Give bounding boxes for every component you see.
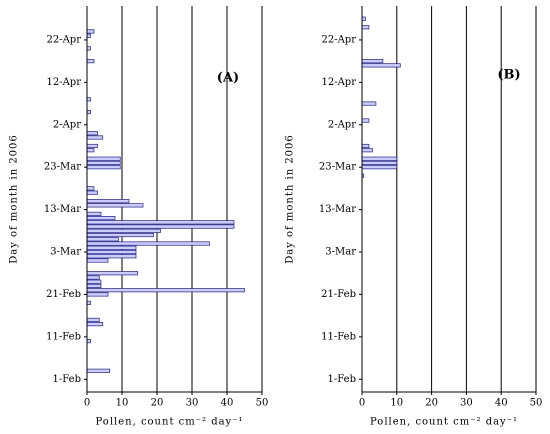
bar xyxy=(86,275,100,280)
y-tick-label: 3-Mar xyxy=(50,247,81,258)
bar xyxy=(86,160,121,165)
x-tick-label: 40 xyxy=(495,398,508,409)
bar xyxy=(86,233,154,238)
y-tick-label: 1-Feb xyxy=(53,374,81,385)
y-tick-label: 3-Mar xyxy=(325,247,356,258)
bar xyxy=(361,160,398,165)
bar xyxy=(361,59,384,64)
bar xyxy=(86,317,100,322)
bar xyxy=(86,203,144,208)
bar xyxy=(86,220,235,225)
bar xyxy=(361,143,370,149)
bar xyxy=(86,249,137,255)
y-tick-label: 11-Feb xyxy=(46,331,81,342)
bar xyxy=(86,288,245,293)
x-tick-label: 50 xyxy=(256,398,269,409)
bar xyxy=(86,224,235,229)
y-axis-label: Day of month in 2006 xyxy=(9,134,20,264)
y-tick-label: 2-Apr xyxy=(328,119,356,130)
bar xyxy=(361,63,401,68)
y-tick-label: 23-Mar xyxy=(44,162,81,173)
x-tick-label: 30 xyxy=(186,398,199,409)
x-tick-label: 30 xyxy=(460,398,473,409)
bar xyxy=(86,148,95,153)
bar xyxy=(86,245,137,250)
bar xyxy=(86,322,104,327)
bar xyxy=(86,228,161,233)
x-tick-label: 10 xyxy=(390,398,403,409)
bar xyxy=(86,300,91,305)
bar xyxy=(361,101,377,106)
x-tick-label: 0 xyxy=(359,398,365,409)
y-tick-label: 2-Apr xyxy=(53,119,81,130)
bar xyxy=(86,29,95,34)
y-axis-label: Day of month in 2006 xyxy=(285,134,296,264)
bar xyxy=(86,241,210,246)
x-tick-label: 20 xyxy=(151,398,164,409)
bar xyxy=(86,46,91,51)
y-tick-label: 23-Mar xyxy=(319,162,356,173)
y-tick-label: 13-Mar xyxy=(319,204,356,215)
bar xyxy=(86,271,139,276)
bar xyxy=(86,186,95,191)
bar xyxy=(361,16,366,21)
x-tick-label: 10 xyxy=(116,398,129,409)
bar xyxy=(361,156,398,161)
bar xyxy=(86,283,102,289)
bar xyxy=(361,148,373,153)
bar xyxy=(86,254,137,259)
bar xyxy=(86,211,102,216)
bar xyxy=(86,258,109,263)
bar xyxy=(86,97,91,102)
bar xyxy=(86,156,121,161)
bar xyxy=(86,135,104,140)
x-tick-label: 0 xyxy=(84,398,90,409)
bar xyxy=(86,131,98,136)
bar xyxy=(86,279,102,284)
bar xyxy=(86,190,98,195)
bar xyxy=(361,25,370,30)
y-tick-label: 12-Apr xyxy=(321,77,356,88)
panel-title: (A) xyxy=(217,71,239,86)
x-tick-label: 20 xyxy=(425,398,438,409)
bar xyxy=(86,199,130,204)
y-tick-label: 1-Feb xyxy=(328,374,356,385)
bar xyxy=(86,368,111,373)
y-tick-label: 11-Feb xyxy=(321,331,356,342)
y-tick-label: 21-Feb xyxy=(46,289,81,300)
bar xyxy=(86,143,98,149)
y-tick-label: 22-Apr xyxy=(46,34,81,45)
bar xyxy=(86,165,121,170)
panel-title: (B) xyxy=(497,68,520,83)
x-axis-label: Pollen, count cm⁻² day⁻¹ xyxy=(370,417,518,428)
x-axis-label: Pollen, count cm⁻² day⁻¹ xyxy=(95,417,243,428)
y-tick-label: 21-Feb xyxy=(321,289,356,300)
bar xyxy=(86,59,95,64)
bar xyxy=(361,118,370,123)
bar xyxy=(86,292,109,297)
bar xyxy=(86,109,91,115)
y-tick-label: 22-Apr xyxy=(321,34,356,45)
bar xyxy=(86,216,116,221)
bar xyxy=(86,339,91,344)
bar xyxy=(86,237,119,242)
x-tick-label: 40 xyxy=(221,398,234,409)
bar xyxy=(86,33,91,38)
bar xyxy=(361,165,398,170)
x-tick-label: 50 xyxy=(530,398,543,409)
y-tick-label: 13-Mar xyxy=(44,204,81,215)
y-tick-label: 12-Apr xyxy=(46,77,81,88)
